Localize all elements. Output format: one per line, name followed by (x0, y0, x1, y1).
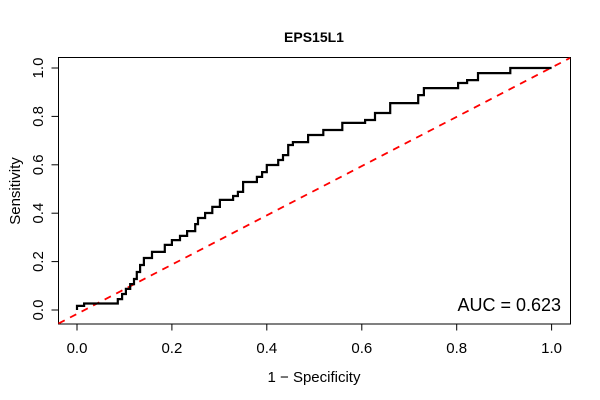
x-tick-label-3: 0.6 (351, 340, 372, 357)
y-tick-label-2: 0.4 (30, 203, 47, 224)
y-tick-label-1: 0.2 (30, 251, 47, 272)
chance-diagonal-line (58, 57, 571, 325)
x-tick-label-5: 1.0 (541, 340, 562, 357)
x-tick-label-4: 0.8 (446, 340, 467, 357)
y-axis-tick-labels: 0.0 0.2 0.4 0.6 0.8 1.0 (30, 58, 47, 321)
x-axis-tick-labels: 0.0 0.2 0.4 0.6 0.8 1.0 (67, 340, 562, 357)
x-tick-label-2: 0.4 (256, 340, 277, 357)
y-tick-label-5: 1.0 (30, 58, 47, 79)
x-axis-ticks (76, 324, 553, 331)
roc-curve (75, 66, 552, 310)
y-tick-label-3: 0.6 (30, 154, 47, 175)
plot-title: EPS15L1 (284, 29, 344, 45)
y-axis-label: Sensitivity (7, 157, 24, 225)
x-tick-label-0: 0.0 (67, 340, 88, 357)
plot-box (58, 57, 571, 325)
y-tick-label-0: 0.0 (30, 300, 47, 321)
y-axis-ticks (51, 67, 58, 311)
auc-annotation: AUC = 0.623 (457, 295, 561, 315)
x-tick-label-1: 0.2 (161, 340, 182, 357)
y-tick-label-4: 0.8 (30, 106, 47, 127)
x-axis-label: 1 − Specificity (268, 369, 361, 386)
